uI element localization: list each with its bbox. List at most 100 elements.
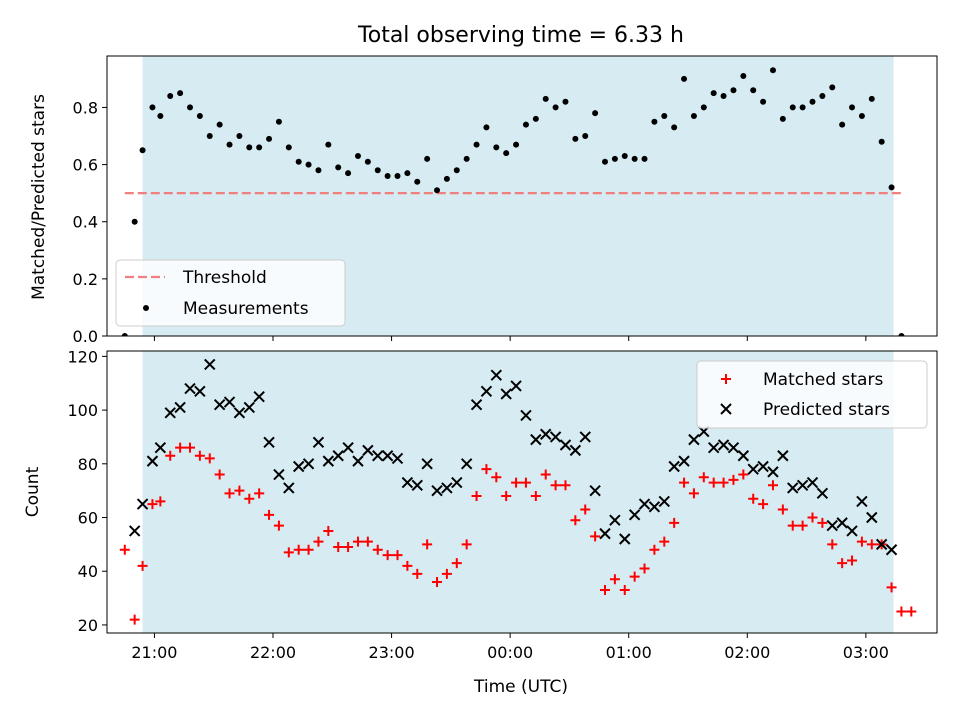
- matched-star-marker: [343, 542, 354, 553]
- predicted-star-marker: [826, 519, 838, 532]
- measurement-point: [453, 167, 460, 174]
- matched-star-marker: [333, 542, 344, 553]
- y-tick-label: 20: [78, 616, 98, 635]
- y-tick-label: 120: [67, 347, 98, 366]
- matched-star-marker: [119, 544, 130, 555]
- matched-star-marker: [175, 442, 186, 453]
- predicted-star-marker: [302, 458, 315, 470]
- matched-star-marker: [827, 539, 838, 550]
- matched-star-marker: [679, 477, 690, 488]
- measurement-point: [868, 95, 875, 102]
- matched-star-marker: [147, 499, 158, 510]
- measurement-point: [552, 104, 559, 111]
- x-tick-label: 01:00: [606, 643, 652, 662]
- measurement-point: [769, 67, 776, 74]
- matched-star-marker: [323, 525, 334, 536]
- measurement-point: [829, 84, 836, 91]
- measurement-point: [325, 141, 332, 148]
- matched-star-marker: [758, 499, 769, 510]
- predicted-star-marker: [806, 476, 819, 489]
- measurement-point: [878, 138, 885, 145]
- measurement-point: [226, 141, 233, 148]
- matched-star-marker: [639, 563, 650, 574]
- legend-predicted-label: Predicted stars: [763, 400, 890, 420]
- measurement-point: [621, 153, 628, 159]
- matched-star-marker: [520, 477, 531, 488]
- measurement-point: [483, 124, 490, 131]
- matched-star-marker: [185, 442, 195, 453]
- predicted-star-marker: [342, 441, 354, 454]
- plot-area: [119, 358, 917, 625]
- predicted-star-marker: [174, 401, 186, 414]
- predicted-star-marker: [668, 460, 680, 473]
- matched-star-marker: [659, 536, 670, 547]
- measurement-point: [493, 144, 500, 151]
- predicted-star-marker: [243, 401, 255, 414]
- matched-star-marker: [491, 472, 502, 483]
- predicted-star-marker: [767, 466, 779, 478]
- measurement-point: [799, 104, 806, 111]
- predicted-star-marker: [747, 463, 759, 475]
- matched-star-marker: [392, 550, 403, 561]
- matched-star-marker: [797, 520, 808, 531]
- measurement-point: [888, 184, 895, 191]
- legend-measurement-swatch: [143, 305, 149, 311]
- predicted-star-marker: [658, 495, 670, 508]
- matched-star-marker: [590, 531, 601, 542]
- matched-star-marker: [254, 488, 265, 499]
- measurement-point: [364, 158, 371, 165]
- measurement-point: [167, 93, 174, 99]
- matched-star-marker: [224, 488, 235, 499]
- measurement-point: [157, 113, 164, 119]
- y-tick-label: 0.2: [73, 270, 98, 289]
- matched-star-marker: [560, 480, 571, 491]
- measurement-point: [187, 104, 193, 111]
- x-tick-label: 03:00: [843, 643, 889, 662]
- measurement-point: [131, 218, 138, 225]
- measurement-point: [671, 124, 678, 131]
- predicted-star-marker: [372, 450, 384, 462]
- predicted-star-marker: [787, 482, 799, 494]
- matched-star-marker: [847, 555, 858, 566]
- predicted-star-marker: [688, 433, 700, 446]
- predicted-star-marker: [213, 399, 226, 411]
- measurement-point: [522, 121, 529, 128]
- matched-star-marker: [807, 512, 818, 523]
- predicted-star-marker: [619, 533, 631, 545]
- legend-matched-swatch: [721, 374, 731, 384]
- matched-star-marker: [837, 558, 848, 569]
- measurement-point: [354, 153, 361, 159]
- predicted-star-marker: [569, 444, 582, 457]
- matched-star-marker: [273, 520, 284, 531]
- predicted-star-marker: [273, 468, 285, 481]
- matched-star-marker: [629, 571, 640, 582]
- measurement-point: [858, 113, 865, 119]
- matched-star-marker: [204, 453, 215, 464]
- chart-title: Total observing time = 6.33 h: [357, 23, 684, 48]
- matched-star-marker: [165, 450, 176, 461]
- predicted-star-marker: [885, 544, 898, 556]
- plot-area: [121, 67, 905, 336]
- matched-star-marker: [580, 504, 591, 515]
- predicted-star-marker: [520, 409, 532, 422]
- measurement-point: [275, 118, 282, 125]
- predicted-star-marker: [530, 433, 542, 446]
- measurement-point: [513, 141, 520, 148]
- predicted-star-marker: [283, 482, 295, 494]
- measurement-point: [651, 118, 658, 125]
- predicted-star-marker: [312, 436, 325, 449]
- predicted-star-marker: [381, 450, 394, 462]
- measurement-point: [394, 173, 401, 179]
- matched-star-marker: [688, 488, 699, 499]
- matched-star-marker: [461, 539, 472, 550]
- y-tick-label: 40: [78, 562, 98, 581]
- measurement-point: [295, 158, 302, 165]
- predicted-star-marker: [836, 517, 848, 529]
- matched-star-marker: [718, 477, 729, 488]
- measurement-point: [602, 158, 608, 165]
- x-tick-label: 23:00: [369, 643, 415, 662]
- predicted-star-marker: [411, 479, 423, 491]
- measurement-point: [661, 113, 668, 119]
- predicted-star-marker: [866, 511, 878, 524]
- matched-star-marker: [748, 493, 759, 504]
